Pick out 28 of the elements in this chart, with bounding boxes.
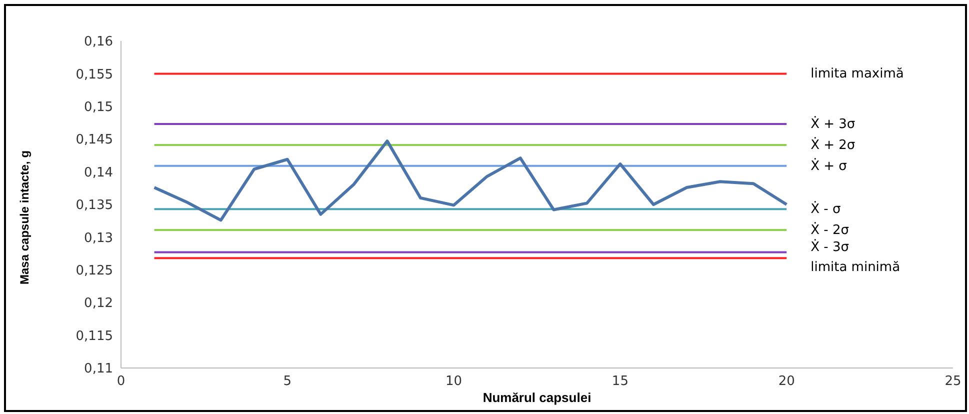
x-tick-label: 0 (116, 374, 126, 390)
x-tick-label: 10 (446, 374, 462, 390)
ref-line-label: limita maximă (810, 66, 904, 82)
y-axis-title: Masa capsule intacte, g (17, 150, 32, 284)
ref-line-label: Ẋ - 2σ (810, 222, 849, 238)
y-tick-label: 0,13 (84, 230, 113, 246)
y-tick-label: 0,115 (76, 328, 113, 344)
y-tick-label: 0,16 (84, 34, 113, 50)
y-tick-label: 0,155 (76, 67, 113, 82)
y-tick-label: 0,145 (76, 132, 113, 148)
x-tick-label: 20 (778, 374, 795, 390)
ref-line-label: Ẋ + σ (810, 158, 847, 174)
ref-line-label: Ẋ + 2σ (810, 136, 856, 153)
x-tick-label: 5 (283, 374, 292, 390)
y-tick-label: 0,125 (76, 264, 113, 279)
ref-line-label: Ẋ - σ (810, 201, 841, 218)
y-tick-label: 0,15 (84, 100, 113, 116)
y-tick-label: 0,135 (76, 198, 113, 214)
x-axis-title: Numărul capsulei (482, 390, 592, 405)
line-series (152, 140, 788, 222)
x-tick-label: 25 (944, 374, 962, 390)
ref-line-label: Ẋ - 3σ (810, 239, 849, 256)
y-tick-label: 0,11 (84, 362, 113, 377)
y-tick-label: 0,14 (84, 165, 113, 180)
ref-line-label: Ẋ + 3σ (810, 116, 856, 132)
y-tick-label: 0,12 (84, 296, 113, 312)
x-tick-label: 15 (612, 374, 628, 390)
ref-line-label: limita minimă (810, 260, 900, 276)
